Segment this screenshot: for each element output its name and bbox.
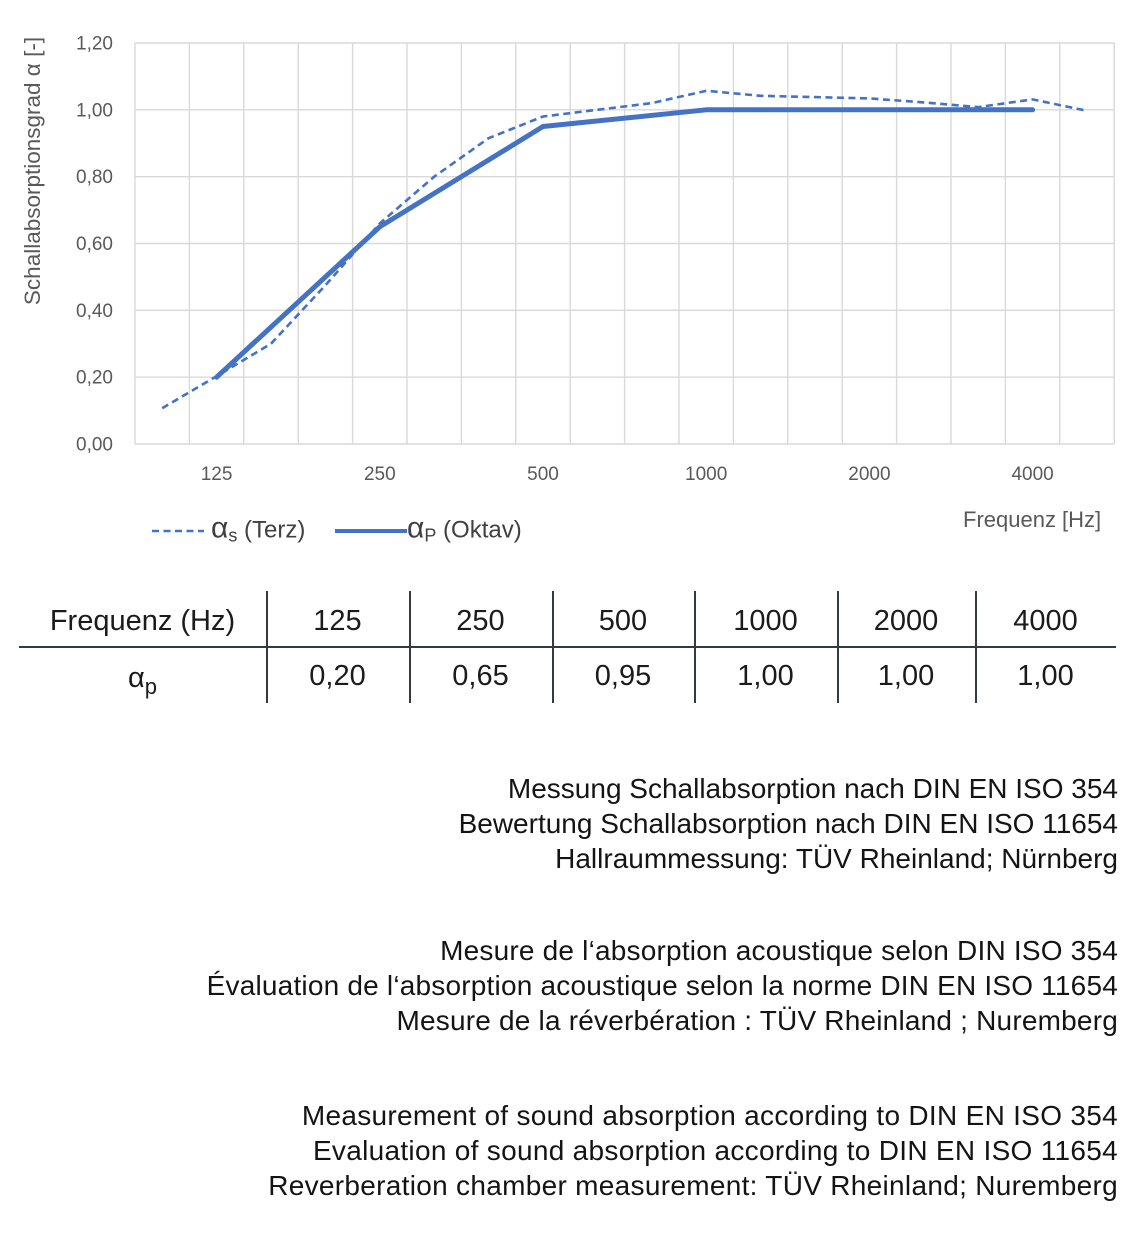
svg-text:250: 250: [364, 464, 396, 485]
svg-text:αP (Oktav): αP (Oktav): [407, 512, 522, 546]
svg-text:0,60: 0,60: [76, 234, 113, 255]
svg-text:4000: 4000: [1011, 464, 1053, 485]
svg-text:1,20: 1,20: [76, 34, 113, 55]
svg-text:0,40: 0,40: [76, 301, 113, 322]
svg-text:1000: 1000: [685, 464, 727, 485]
svg-text:2000: 2000: [848, 464, 890, 485]
svg-text:500: 500: [527, 464, 559, 485]
svg-text:0,80: 0,80: [76, 167, 113, 188]
svg-text:0,00: 0,00: [76, 435, 113, 456]
svg-text:Frequenz [Hz]: Frequenz [Hz]: [963, 507, 1101, 532]
svg-text:125: 125: [201, 464, 233, 485]
svg-text:αs (Terz): αs (Terz): [211, 512, 305, 546]
svg-text:1,00: 1,00: [76, 100, 113, 121]
svg-text:0,20: 0,20: [76, 368, 113, 389]
svg-text:Schallabsorptionsgrad α [-]: Schallabsorptionsgrad α [-]: [20, 37, 45, 305]
